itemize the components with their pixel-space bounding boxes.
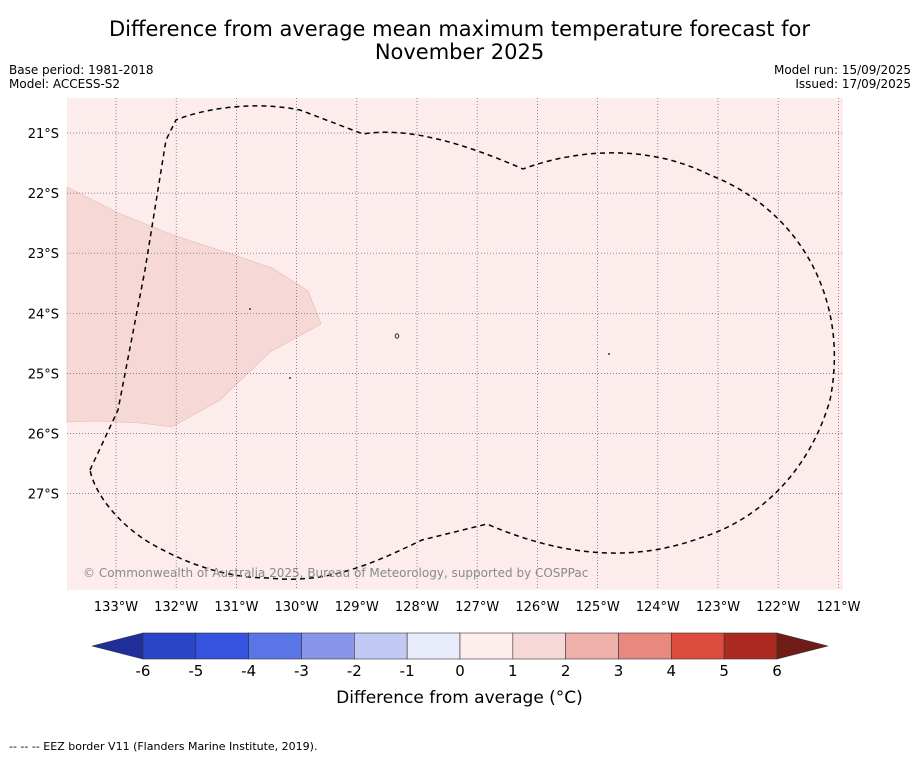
lat-tick-label: 22°S bbox=[28, 187, 59, 202]
lon-tick-label: 121°W bbox=[816, 600, 860, 615]
lon-tick-label: 126°W bbox=[515, 600, 559, 615]
model-run-text: Model run: 15/09/2025 bbox=[773, 63, 911, 77]
colorbar-segment bbox=[406, 632, 461, 660]
lat-tick-label: 27°S bbox=[28, 488, 59, 503]
colorbar-extend-low bbox=[91, 632, 144, 660]
colorbar-segment bbox=[142, 632, 197, 660]
colorbar-segment bbox=[618, 632, 672, 660]
colorbar-tick-label: -5 bbox=[188, 662, 203, 680]
island-4 bbox=[608, 353, 610, 355]
colorbar-tick-label: 6 bbox=[772, 662, 782, 680]
colorbar-tick-label: 5 bbox=[719, 662, 729, 680]
issued-text: Issued: 17/09/2025 bbox=[795, 77, 911, 91]
model-run-info: Model run: 15/09/2025 Issued: 17/09/2025 bbox=[774, 63, 911, 91]
colorbar-tick-label: -4 bbox=[241, 662, 256, 680]
lon-tick-label: 130°W bbox=[275, 600, 319, 615]
island-2 bbox=[289, 377, 291, 379]
colorbar-segment bbox=[248, 632, 302, 660]
colorbar-segment bbox=[723, 632, 778, 660]
lon-tick-label: 122°W bbox=[756, 600, 800, 615]
island-1 bbox=[249, 308, 251, 310]
colorbar-segment bbox=[354, 632, 408, 660]
colorbar: -6 -5 -4 -3 -2 -1 0 1 2 3 4 5 6 bbox=[91, 632, 829, 680]
colorbar-tick-label: 3 bbox=[614, 662, 624, 680]
lon-tick-label: 124°W bbox=[636, 600, 680, 615]
colorbar-tick-label: -2 bbox=[347, 662, 362, 680]
colorbar-tick-label: -6 bbox=[136, 662, 151, 680]
lat-tick-label: 23°S bbox=[28, 247, 59, 262]
lon-tick-label: 125°W bbox=[576, 600, 620, 615]
model-text: Model: ACCESS-S2 bbox=[9, 77, 121, 91]
copyright-text: © Commonwealth of Australia 2025, Bureau… bbox=[83, 566, 588, 580]
map-title: Difference from average mean maximum tem… bbox=[0, 18, 919, 64]
lat-tick-label: 25°S bbox=[28, 367, 59, 382]
anomaly-region-1-2c bbox=[66, 186, 322, 428]
lon-tick-label: 128°W bbox=[395, 600, 439, 615]
longitude-ticks: 133°W 132°W 131°W 130°W 129°W 128°W 127°W 126°W… bbox=[94, 600, 861, 615]
gridlines bbox=[67, 98, 843, 590]
base-period-text: Base period: 1981-2018 bbox=[9, 63, 154, 77]
eez-footnote: -- -- -- EEZ border V11 (Flanders Marine… bbox=[9, 740, 318, 753]
colorbar-tick-label: -3 bbox=[294, 662, 309, 680]
colorbar-label: Difference from average (°C) bbox=[336, 688, 583, 708]
colorbar-tick-label: 0 bbox=[455, 662, 465, 680]
island-3 bbox=[394, 333, 400, 339]
colorbar-tick-label: -1 bbox=[400, 662, 415, 680]
colorbar-tick-label: 4 bbox=[667, 662, 677, 680]
latitude-ticks: 21°S 22°S 23°S 24°S 25°S 26°S 27°S bbox=[28, 127, 59, 503]
colorbar-tick-label: 1 bbox=[508, 662, 518, 680]
colorbar-segment bbox=[512, 632, 566, 660]
base-period-info: Base period: 1981-2018 Model: ACCESS-S2 bbox=[9, 63, 154, 91]
colorbar-extend-high bbox=[776, 632, 829, 660]
colorbar-segment bbox=[459, 632, 514, 660]
lat-tick-label: 26°S bbox=[28, 428, 59, 443]
title-line-1: Difference from average mean maximum tem… bbox=[109, 17, 810, 41]
colorbar-tick-label: 2 bbox=[561, 662, 571, 680]
lat-tick-label: 21°S bbox=[28, 127, 59, 142]
lon-tick-label: 133°W bbox=[94, 600, 138, 615]
lon-tick-label: 123°W bbox=[696, 600, 740, 615]
eez-border bbox=[89, 105, 836, 580]
colorbar-segment bbox=[565, 632, 619, 660]
colorbar-segment bbox=[301, 632, 355, 660]
lon-tick-label: 127°W bbox=[455, 600, 499, 615]
lon-tick-label: 132°W bbox=[154, 600, 198, 615]
colorbar-segment bbox=[671, 632, 725, 660]
lon-tick-label: 129°W bbox=[335, 600, 379, 615]
colorbar-segment bbox=[195, 632, 249, 660]
lat-tick-label: 24°S bbox=[28, 307, 59, 322]
title-line-2: November 2025 bbox=[374, 40, 545, 64]
lon-tick-label: 131°W bbox=[214, 600, 258, 615]
